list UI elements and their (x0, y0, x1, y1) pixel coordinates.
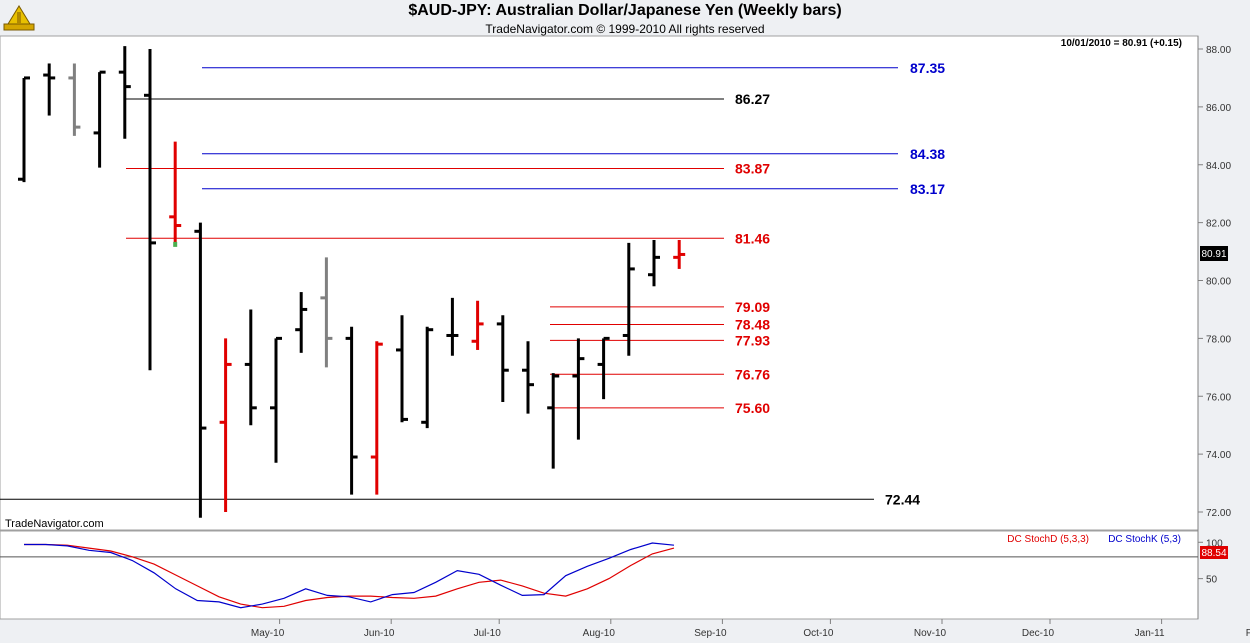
ohlc-bar (320, 257, 333, 368)
ohlc-bar (370, 341, 383, 495)
y-tick-label: 76.00 (1206, 392, 1231, 403)
y-tick-label: 86.00 (1206, 103, 1231, 114)
y-tick-label: 84.00 (1206, 161, 1231, 172)
ohlc-bar (194, 222, 207, 518)
ohlc-bar (68, 63, 81, 136)
stoch-series-line (24, 543, 675, 609)
ohlc-bar (345, 326, 358, 495)
ohlc-bar (270, 336, 282, 463)
y-tick-label: 74.00 (1206, 450, 1231, 461)
price-readout: 10/01/2010 = 80.91 (+0.15) (1061, 38, 1182, 49)
last-price-label: 80.91 (1201, 249, 1226, 260)
fib-label: 75.60 (735, 400, 770, 416)
ohlc-bar (471, 300, 484, 350)
x-tick-label: Feb-11 (1246, 628, 1250, 639)
fib-label: 81.46 (735, 230, 770, 246)
last-price-marker (1200, 246, 1228, 261)
x-tick-label: Nov-10 (914, 628, 947, 639)
chart-title: $AUD-JPY: Australian Dollar/Japanese Yen… (408, 2, 842, 19)
ohlc-bar (648, 239, 660, 287)
fib-label: 78.48 (735, 316, 770, 332)
stochastic-panel (0, 530, 1199, 620)
ohlc-bar (622, 242, 635, 356)
fib-label: 87.35 (910, 60, 945, 76)
legend-stochk: DC StochK (5,3) (1108, 534, 1181, 545)
legend-stochd: DC StochD (5,3,3) (1007, 534, 1089, 545)
ohlc-bar (244, 309, 257, 426)
stoch-y-tick-label: 50 (1206, 575, 1218, 586)
ohlc-bar (118, 46, 131, 139)
ohlc-bar (496, 315, 509, 403)
ohlc-bar (421, 326, 434, 429)
fib-label: 79.09 (735, 299, 770, 315)
green-marker (173, 241, 178, 247)
ohlc-bar (572, 338, 585, 440)
ohlc-bar (396, 315, 408, 423)
fibonacci-levels: 87.35 86.27 84.38 83.87 83.17 81.46 79.0978.48… (0, 60, 945, 507)
ohlc-bar (295, 292, 308, 353)
stoch-last-marker (1200, 546, 1228, 559)
ohlc-bar (597, 336, 610, 400)
stoch-last-label: 88.54 (1201, 548, 1226, 559)
y-tick-label: 78.00 (1206, 334, 1231, 345)
x-tick-label: May-10 (251, 628, 285, 639)
y-tick-label: 82.00 (1206, 219, 1231, 230)
price-axis: 88.00 86.00 84.00 82.00 80.00 78.00 76.00 74.00… (1198, 45, 1231, 519)
ohlc-bar (18, 76, 30, 183)
stochastic-lines: 100 50 (0, 538, 1223, 609)
ohlc-bar (93, 70, 106, 168)
x-tick-label: Oct-10 (803, 628, 833, 639)
fib-label: 77.93 (735, 332, 770, 348)
ohlc-bar (43, 63, 56, 116)
y-tick-label: 80.00 (1206, 277, 1231, 288)
tradenavigator-logo-icon (2, 2, 36, 39)
stoch-series-line (24, 542, 675, 609)
x-tick-label: Dec-10 (1022, 628, 1055, 639)
ohlc-bar (169, 141, 182, 243)
fib-label: 83.17 (910, 181, 945, 197)
x-tick-label: Jun-10 (364, 628, 395, 639)
ohlc-bar (547, 373, 560, 469)
price-panel (0, 35, 1199, 531)
copyright-subtitle: TradeNavigator.com © 1999-2010 All right… (485, 22, 765, 36)
x-tick-label: Jul-10 (474, 628, 502, 639)
fib-label: 83.87 (735, 161, 770, 177)
ohlc-bar (144, 49, 156, 371)
y-tick-label: 88.00 (1206, 45, 1231, 56)
stoch-y-tick-label: 100 (1206, 538, 1223, 549)
x-tick-label: Sep-10 (694, 628, 727, 639)
ohlc-bars (18, 46, 686, 518)
date-axis: May-10 Jun-10 Jul-10 Aug-10 Sep-10 Oct-10 Nov-… (251, 619, 1250, 639)
fib-label: 84.38 (910, 146, 945, 162)
ohlc-bar (446, 297, 459, 356)
x-tick-label: Aug-10 (583, 628, 616, 639)
fib-label: 86.27 (735, 91, 770, 107)
x-tick-label: Jan-11 (1135, 628, 1165, 639)
y-tick-label: 72.00 (1206, 508, 1231, 519)
ohlc-bar (522, 341, 534, 414)
ohlc-bar (219, 338, 232, 512)
watermark: TradeNavigator.com (5, 518, 104, 530)
fib-label: 76.76 (735, 366, 770, 382)
fib-label: 72.44 (885, 491, 920, 507)
ohlc-bar (673, 239, 686, 269)
